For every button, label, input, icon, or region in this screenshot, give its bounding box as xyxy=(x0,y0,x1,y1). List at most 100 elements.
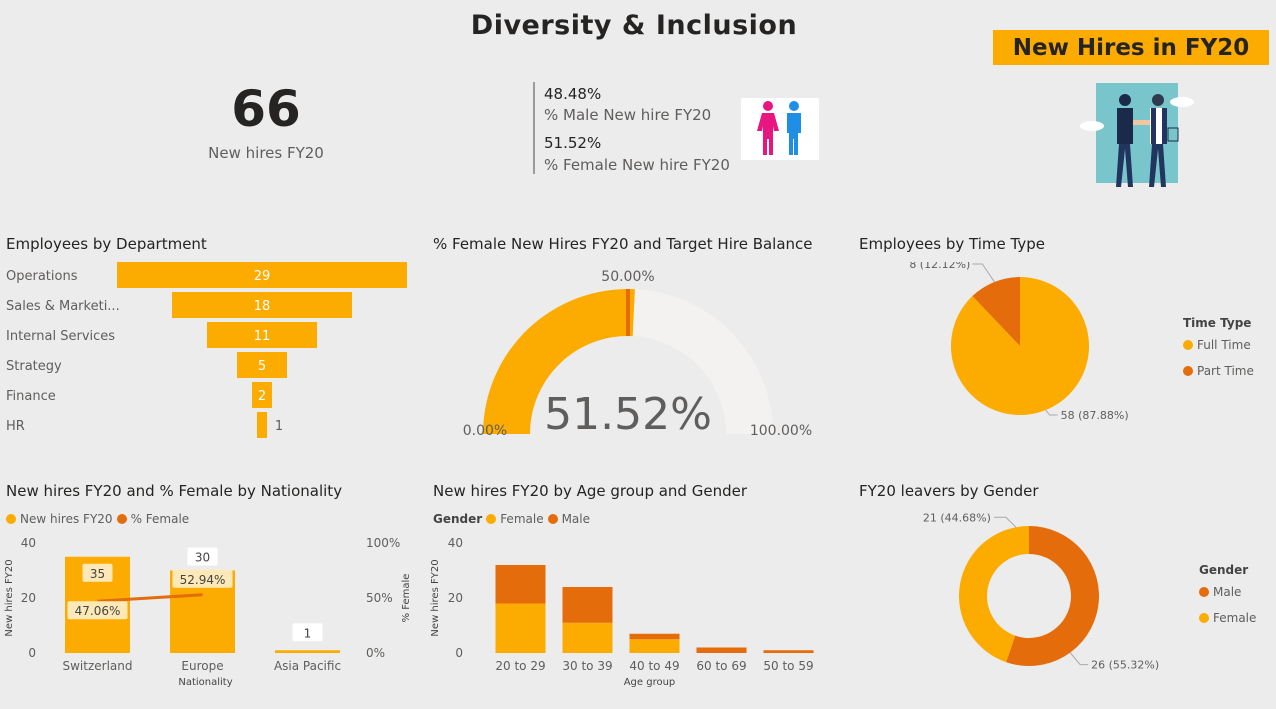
x-tick-label: Europe xyxy=(181,659,223,673)
new-hires-kpi-value: 66 xyxy=(231,80,301,138)
x-tick-label: Switzerland xyxy=(63,659,133,673)
kpi-divider xyxy=(533,82,535,174)
male-pct-value: 48.48% xyxy=(544,85,602,103)
legend-dot-icon xyxy=(1183,366,1193,376)
data-label-box xyxy=(187,547,218,566)
y-tick-label: 20 xyxy=(21,591,36,605)
legend-dot-icon xyxy=(1183,340,1193,350)
data-label: 8 (12.12%) xyxy=(909,262,970,271)
data-label-box xyxy=(82,563,113,582)
data-label: 18 xyxy=(254,299,271,314)
y-axis-title: New hires FY20 xyxy=(4,559,15,636)
x-tick-label: 20 to 29 xyxy=(495,659,545,673)
bar-segment-male xyxy=(562,587,613,623)
female-pct-line xyxy=(97,593,203,603)
y-axis-title: New hires FY20 xyxy=(430,559,441,636)
y2-axis-title: % Female xyxy=(401,574,412,623)
x-tick-label: 60 to 69 xyxy=(696,659,746,673)
gender-icon xyxy=(741,98,819,160)
legend-dot-icon xyxy=(486,514,497,524)
gauge-min-label: 0.00% xyxy=(463,423,507,439)
bar-segment-female xyxy=(629,639,680,653)
leavers-legend-title: Gender xyxy=(1199,563,1249,577)
nationality-combo-chart: New hires FY20 % Female 0 20 40 0% 50% 100% Swit… xyxy=(4,536,412,688)
y2-tick-label: 100% xyxy=(366,536,400,550)
nationality-legend: New hires FY20 % Female xyxy=(6,512,189,526)
bar-segment-female xyxy=(495,603,546,653)
gauge-fill xyxy=(483,289,635,434)
age-chart-title: New hires FY20 by Age group and Gender xyxy=(433,482,747,500)
legend-label-new-hires[interactable]: New hires FY20 xyxy=(20,512,113,526)
female-pct-value: 51.52% xyxy=(544,134,602,152)
gauge-chart-title: % Female New Hires FY20 and Target Hire … xyxy=(433,235,813,253)
data-label: 47.06% xyxy=(75,604,121,618)
funnel-bar xyxy=(257,412,267,438)
legend-dot-icon xyxy=(6,514,16,524)
data-label: 11 xyxy=(254,329,271,344)
y2-tick-label: 50% xyxy=(366,591,393,605)
bar-segment-female xyxy=(562,622,613,653)
data-label: 30 xyxy=(195,551,210,565)
gauge-value-label: 51.52% xyxy=(544,389,712,440)
donut-slice xyxy=(1006,526,1099,666)
new-hires-banner: New Hires in FY20 xyxy=(993,30,1269,65)
leavers-donut-chart: 26 (55.32%) 21 (44.68%) xyxy=(923,512,1159,672)
funnel-bar xyxy=(117,262,407,288)
legend-label: Female xyxy=(1213,611,1257,625)
x-tick-label: 50 to 59 xyxy=(763,659,813,673)
male-pct-label: % Male New hire FY20 xyxy=(544,106,712,124)
bar-segment-male xyxy=(763,650,814,653)
dashboard-title: Diversity & Inclusion xyxy=(470,10,798,41)
data-label: 58 (87.88%) xyxy=(1061,409,1129,422)
category-label: Finance xyxy=(6,389,56,404)
x-axis-title: Age group xyxy=(624,677,676,688)
y-tick-label: 0 xyxy=(455,646,463,660)
data-label: 1 xyxy=(275,419,283,434)
x-axis-title: Nationality xyxy=(178,677,232,688)
legend-label-female-pct[interactable]: % Female xyxy=(130,512,190,526)
leader-line xyxy=(1069,652,1089,666)
category-label: Sales & Marketi... xyxy=(6,299,120,314)
category-label: Internal Services xyxy=(6,329,115,344)
y-tick-label: 0 xyxy=(28,646,36,660)
age-stacked-bar-chart: New hires FY20 0 20 40 20 to 29 30 to 39 40 to… xyxy=(430,536,814,688)
data-label-box xyxy=(172,569,233,588)
legend-item-full-time[interactable]: Full Time xyxy=(1183,338,1251,352)
age-legend: Gender Female Male xyxy=(433,512,590,526)
y-tick-label: 40 xyxy=(21,536,36,550)
legend-label-female[interactable]: Female xyxy=(500,512,544,526)
category-label: Strategy xyxy=(6,359,62,374)
age-legend-title: Gender xyxy=(433,512,483,526)
donut-slice xyxy=(959,526,1029,663)
timetype-chart-title: Employees by Time Type xyxy=(859,235,1045,253)
data-label-box xyxy=(292,623,323,642)
data-label: 52.94% xyxy=(180,573,226,587)
leader-line xyxy=(972,263,995,283)
data-label: 29 xyxy=(254,269,271,284)
funnel-bar xyxy=(207,322,317,348)
bar xyxy=(275,650,340,653)
legend-item-part-time[interactable]: Part Time xyxy=(1183,364,1254,378)
legend-item-female[interactable]: Female xyxy=(1199,611,1256,625)
gauge-max-label: 100.00% xyxy=(750,423,812,439)
legend-item-male[interactable]: Male xyxy=(1199,585,1241,599)
leavers-chart-title: FY20 leavers by Gender xyxy=(859,482,1039,500)
funnel-bar xyxy=(252,382,272,408)
legend-dot-icon xyxy=(1199,613,1209,623)
data-label: 21 (44.68%) xyxy=(923,512,991,524)
leader-line xyxy=(993,516,1017,528)
female-hires-gauge: 50.00% 51.52% 0.00% 100.00% xyxy=(463,269,812,440)
data-label: 2 xyxy=(258,389,266,404)
female-pct-label: % Female New hire FY20 xyxy=(544,156,730,174)
bar-segment-male xyxy=(696,647,747,653)
y-tick-label: 40 xyxy=(448,536,463,550)
data-label: 35 xyxy=(90,567,105,581)
x-tick-label: 30 to 39 xyxy=(562,659,612,673)
legend-label: Full Time xyxy=(1197,338,1251,352)
data-label: 5 xyxy=(258,359,266,374)
legend-label-male[interactable]: Male xyxy=(561,512,591,526)
category-label: HR xyxy=(6,419,25,434)
dept-funnel-chart: Operations 29 Sales & Marketi... 18 Internal… xyxy=(6,262,407,438)
timetype-legend-title: Time Type xyxy=(1183,316,1252,330)
gauge-target-label: 50.00% xyxy=(601,269,654,285)
